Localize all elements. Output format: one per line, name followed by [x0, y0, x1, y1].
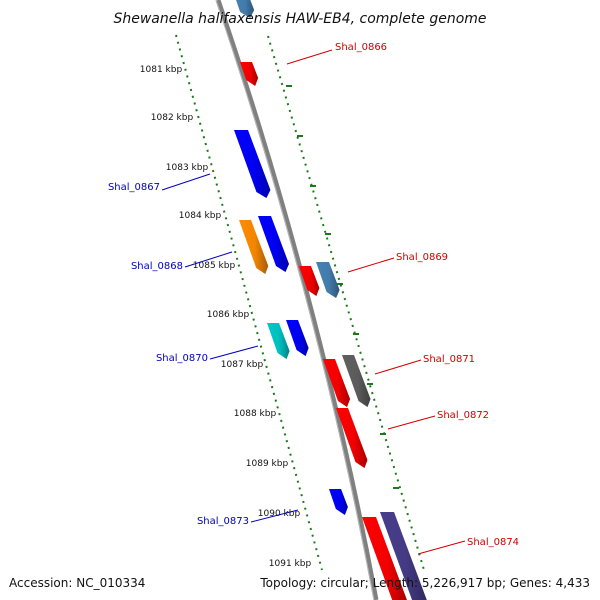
leader-line — [387, 415, 436, 430]
gene-label-shal-0867[interactable]: Shal_0867 — [108, 173, 211, 193]
gene-label-text: Shal_0866 — [335, 42, 387, 53]
backbone-highlight — [215, 0, 375, 600]
feature-block[interactable] — [258, 216, 289, 272]
gene-label-shal-0870[interactable]: Shal_0870 — [156, 345, 259, 364]
gene-label-text: Shal_0867 — [108, 182, 160, 193]
gene-shal-0872[interactable] — [336, 408, 368, 468]
gene-label-text: Shal_0870 — [156, 353, 208, 364]
tick-label: 1090 kbp — [258, 509, 301, 519]
tick-label: 1086 kbp — [207, 310, 250, 320]
gene-label-text: Shal_0874 — [467, 537, 519, 548]
gene-label-shal-0868[interactable]: Shal_0868 — [131, 251, 233, 272]
gene-shal-0874[interactable] — [362, 517, 407, 600]
gene-label-text: Shal_0871 — [423, 354, 475, 365]
label-layer: Shal_0866 Shal_0867 Shal_0868 Shal_0869 Shal… — [108, 42, 519, 555]
tick-label: 1091 kbp — [269, 559, 312, 569]
gene-shal-0866[interactable] — [240, 62, 259, 86]
backbone-layer — [215, 0, 379, 600]
gene-label-text: Shal_0873 — [197, 516, 249, 527]
tick-label: 1084 kbp — [179, 211, 222, 221]
tick-circle-minus — [175, 34, 323, 571]
gene-shal-0869[interactable] — [299, 266, 320, 296]
gene-shal-0873[interactable] — [329, 489, 348, 515]
tick-label: 1088 kbp — [234, 409, 277, 419]
tick-label: 1089 kbp — [246, 459, 289, 469]
feature-block[interactable] — [234, 0, 255, 18]
gene-label-shal-0866[interactable]: Shal_0866 — [286, 42, 387, 65]
tick-circle-plus — [267, 35, 425, 571]
feature-block[interactable] — [316, 262, 340, 298]
gene-label-text: Shal_0868 — [131, 261, 183, 272]
gene-label-text: Shal_0869 — [396, 252, 448, 263]
leader-line — [184, 251, 233, 268]
leader-line — [347, 257, 395, 273]
feature-block[interactable] — [380, 512, 428, 600]
map-title: Shewanella halifaxensis HAW-EB4, complet… — [113, 11, 486, 27]
tick-label: 1085 kbp — [193, 261, 236, 271]
feature-block[interactable] — [342, 355, 371, 407]
tick-label: 1083 kbp — [166, 163, 209, 173]
tick-label: 1082 kbp — [151, 113, 194, 123]
gene-label-shal-0872[interactable]: Shal_0872 — [387, 410, 489, 430]
leader-line — [374, 359, 422, 375]
gene-label-shal-0869[interactable]: Shal_0869 — [347, 252, 448, 273]
feature-block[interactable] — [286, 320, 309, 356]
gene-label-shal-0871[interactable]: Shal_0871 — [374, 354, 475, 375]
tick-label: 1087 kbp — [221, 360, 264, 370]
leader-line — [209, 345, 259, 360]
feature-layer — [234, 0, 428, 600]
gene-label-shal-0873[interactable]: Shal_0873 — [197, 509, 299, 527]
gene-label-shal-0874[interactable]: Shal_0874 — [417, 537, 519, 555]
tick-label: 1081 kbp — [140, 65, 183, 75]
accession-text: Accession: NC_010334 — [9, 576, 145, 590]
gene-shal-0871[interactable] — [323, 359, 351, 407]
gene-label-text: Shal_0872 — [437, 410, 489, 421]
leader-line — [161, 173, 211, 191]
leader-line — [417, 540, 466, 555]
summary-text: Topology: circular; Length: 5,226,917 bp… — [259, 576, 590, 590]
leader-line — [250, 509, 299, 523]
tick-layer: 1081 kbp 1082 kbp 1083 kbp 1084 kbp 1085 kbp… — [140, 34, 425, 571]
gene-shal-0870[interactable] — [267, 323, 290, 359]
gene-shal-0868[interactable] — [239, 220, 269, 274]
gene-shal-0867[interactable] — [234, 130, 271, 198]
backbone-line — [215, 0, 379, 600]
leader-line — [286, 49, 333, 65]
